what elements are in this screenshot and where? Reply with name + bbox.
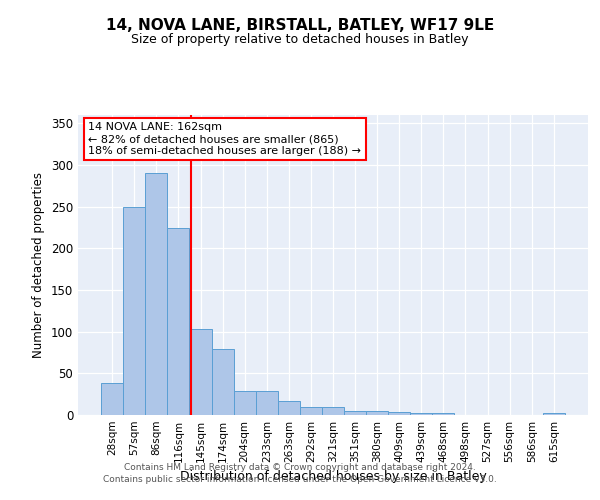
Bar <box>233 391 256 415</box>
Bar <box>366 411 388 415</box>
Bar <box>278 401 300 415</box>
Bar <box>300 406 322 415</box>
Bar <box>101 384 123 415</box>
Bar <box>322 406 344 415</box>
Y-axis label: Number of detached properties: Number of detached properties <box>32 172 46 358</box>
Text: 14, NOVA LANE, BIRSTALL, BATLEY, WF17 9LE: 14, NOVA LANE, BIRSTALL, BATLEY, WF17 9L… <box>106 18 494 32</box>
Text: Contains public sector information licensed under the Open Government Licence v3: Contains public sector information licen… <box>103 475 497 484</box>
Bar <box>543 412 565 415</box>
Bar <box>256 391 278 415</box>
Bar <box>433 412 454 415</box>
Text: 14 NOVA LANE: 162sqm
← 82% of detached houses are smaller (865)
18% of semi-deta: 14 NOVA LANE: 162sqm ← 82% of detached h… <box>88 122 361 156</box>
Bar <box>410 412 433 415</box>
Bar <box>145 172 167 415</box>
Text: Size of property relative to detached houses in Batley: Size of property relative to detached ho… <box>131 32 469 46</box>
X-axis label: Distribution of detached houses by size in Batley: Distribution of detached houses by size … <box>179 470 487 484</box>
Bar <box>190 329 212 415</box>
Bar <box>344 411 366 415</box>
Bar <box>123 206 145 415</box>
Bar <box>388 412 410 415</box>
Text: Contains HM Land Registry data © Crown copyright and database right 2024.: Contains HM Land Registry data © Crown c… <box>124 464 476 472</box>
Bar <box>212 349 233 415</box>
Bar <box>167 228 190 415</box>
